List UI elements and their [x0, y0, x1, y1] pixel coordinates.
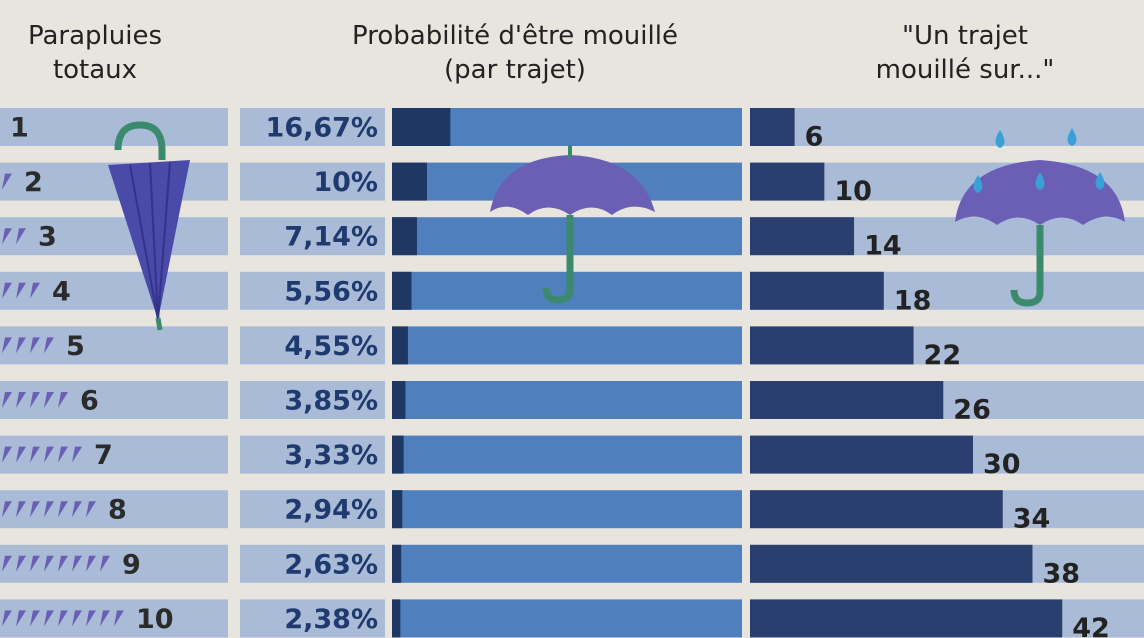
- background: [0, 0, 1144, 638]
- bar-track: [392, 326, 742, 364]
- bar: [750, 217, 854, 255]
- value-label: 22: [924, 340, 962, 371]
- bar: [392, 381, 405, 419]
- bar: [392, 217, 417, 255]
- value-label: 18: [894, 285, 932, 316]
- value-label: 14: [864, 231, 902, 262]
- bar: [392, 545, 401, 583]
- category-label: 7: [94, 440, 113, 471]
- category-label: 8: [108, 495, 127, 526]
- bar: [392, 599, 400, 637]
- header-line: (par trajet): [444, 55, 586, 85]
- value-label: 2,63%: [284, 549, 378, 580]
- bar: [750, 108, 795, 146]
- header-line: "Un trajet: [902, 21, 1028, 51]
- value-label: 16,67%: [266, 113, 378, 144]
- value-label: 7,14%: [284, 222, 378, 253]
- row-bar: [0, 108, 228, 146]
- value-label: 26: [953, 395, 991, 426]
- value-label: 34: [1013, 504, 1051, 535]
- value-label: 10: [834, 176, 872, 207]
- bar: [750, 163, 824, 201]
- value-label: 4,55%: [284, 331, 378, 362]
- bar: [392, 490, 402, 528]
- bar-track: [392, 436, 742, 474]
- bar-track: [392, 545, 742, 583]
- category-label: 9: [122, 549, 141, 580]
- bar: [750, 545, 1032, 583]
- bar-track: [392, 490, 742, 528]
- header-line: mouillé sur...": [876, 55, 1055, 85]
- value-label: 3,33%: [284, 440, 378, 471]
- bar: [750, 436, 973, 474]
- category-label: 5: [66, 331, 85, 362]
- category-label: 6: [80, 386, 99, 417]
- value-label: 30: [983, 449, 1021, 480]
- bar: [392, 326, 408, 364]
- bar: [392, 272, 411, 310]
- bar: [392, 163, 427, 201]
- value-label: 10%: [313, 167, 378, 198]
- bar-track: [392, 381, 742, 419]
- value-label: 38: [1042, 558, 1080, 589]
- bar: [750, 272, 884, 310]
- category-label: 10: [136, 604, 174, 635]
- category-label: 4: [52, 276, 71, 307]
- bar: [750, 326, 914, 364]
- header-line: Probabilité d'être mouillé: [352, 21, 678, 51]
- category-label: 3: [38, 222, 57, 253]
- value-label: 2,38%: [284, 604, 378, 635]
- bar-track: [392, 599, 742, 637]
- category-label: 1: [10, 113, 29, 144]
- value-label: 5,56%: [284, 276, 378, 307]
- chart: 1 16,67% 6 2 10% 10 3 7,14% 14 4 5,56% 18 5 4,55% 22 6 3…: [0, 0, 1144, 638]
- value-label: 3,85%: [284, 386, 378, 417]
- header-line: Parapluies: [28, 21, 162, 51]
- bar: [750, 381, 943, 419]
- header-line: totaux: [53, 55, 137, 85]
- row-bar: [0, 217, 228, 255]
- bar: [392, 108, 450, 146]
- bar: [750, 599, 1062, 637]
- category-label: 2: [24, 167, 43, 198]
- value-label: 2,94%: [284, 495, 378, 526]
- value-label: 42: [1072, 613, 1110, 638]
- bar: [392, 436, 404, 474]
- value-label: 6: [805, 122, 824, 153]
- bar: [750, 490, 1003, 528]
